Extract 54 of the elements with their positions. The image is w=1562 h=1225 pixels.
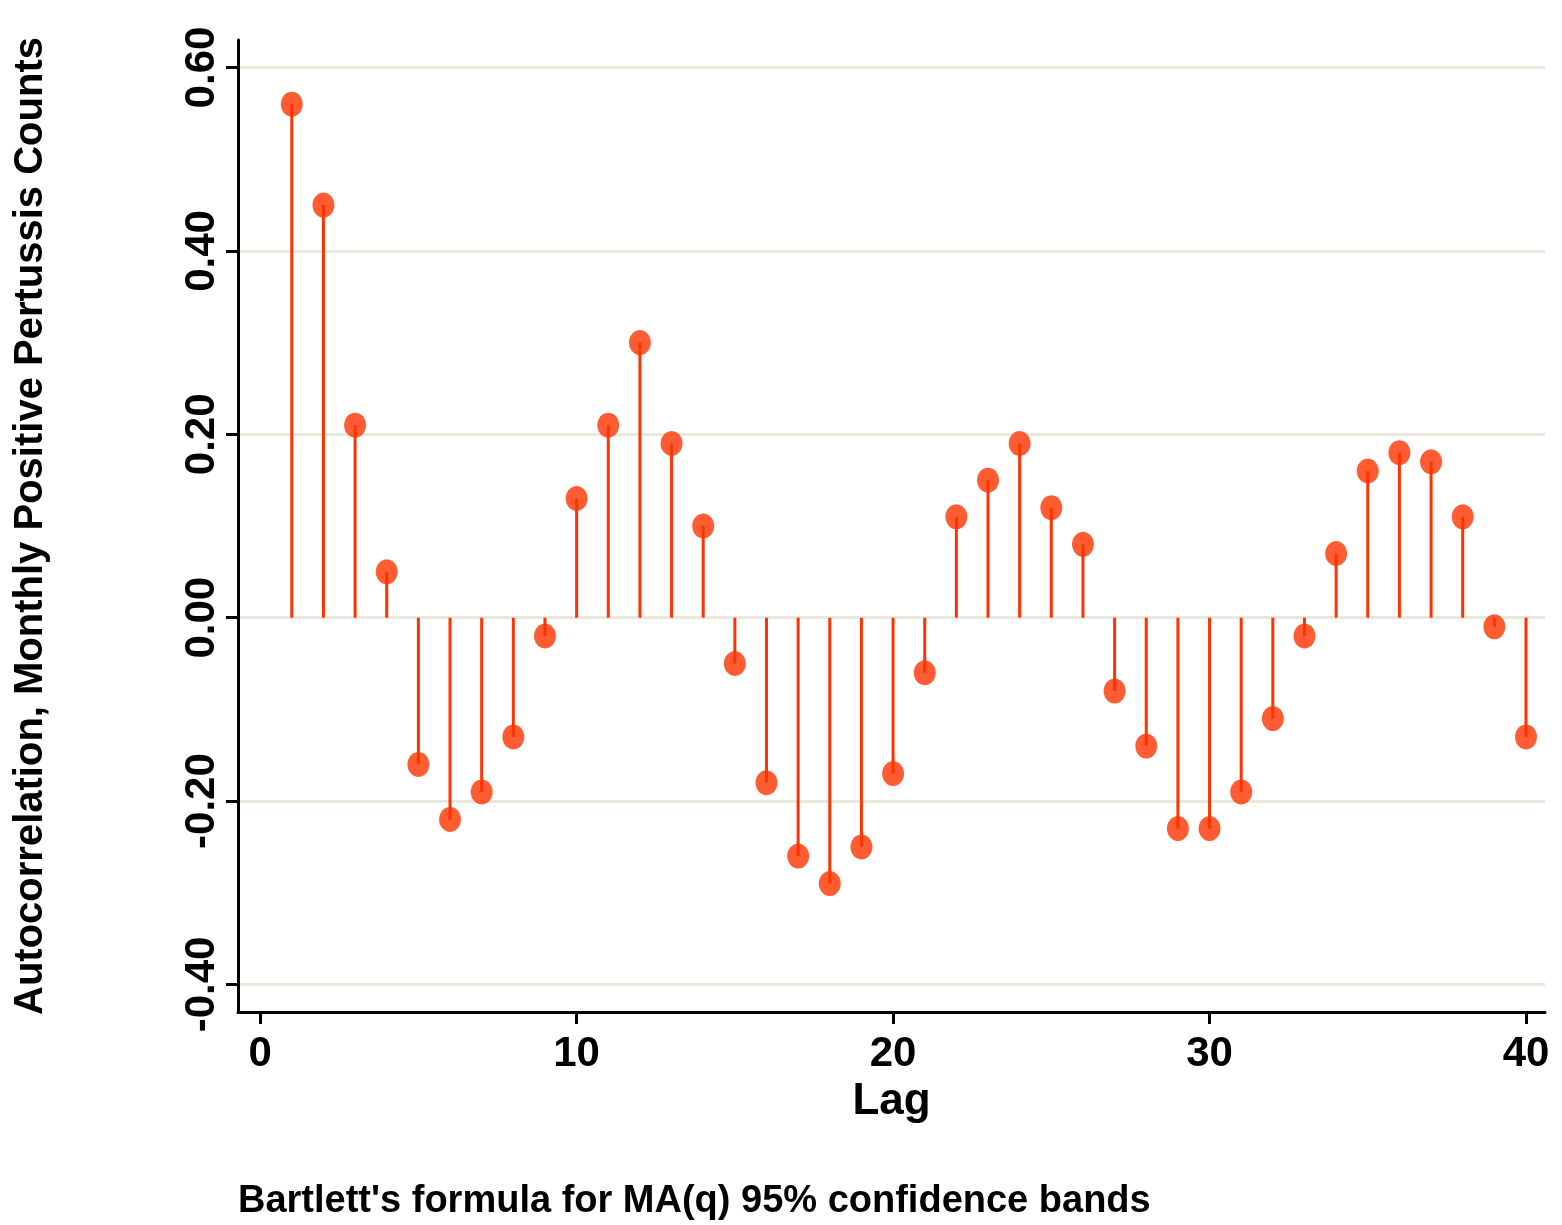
point <box>312 192 335 218</box>
point <box>280 91 303 117</box>
point <box>375 559 398 585</box>
point <box>818 871 841 897</box>
y-tick-label: -0.40 <box>175 936 223 1033</box>
point <box>945 504 968 530</box>
point <box>1451 504 1474 530</box>
point <box>913 660 936 686</box>
point <box>407 751 430 777</box>
point <box>1071 531 1094 557</box>
point <box>1103 678 1126 704</box>
point <box>1293 623 1316 649</box>
x-tick-label: 0 <box>248 1027 272 1075</box>
point <box>1420 449 1443 475</box>
point <box>882 761 905 787</box>
point <box>692 513 715 539</box>
point <box>850 834 873 860</box>
y-tick-label: 0.40 <box>175 210 223 292</box>
point <box>502 724 525 750</box>
point <box>723 651 746 677</box>
x-tick-label: 10 <box>553 1027 600 1075</box>
point <box>470 779 493 805</box>
point <box>755 770 778 796</box>
point <box>1483 614 1506 640</box>
x-tick-label: 30 <box>1186 1027 1233 1075</box>
point <box>1388 440 1411 466</box>
point <box>1040 495 1063 521</box>
text: Bartlett's formula for MA(q) 95% confidence bands <box>238 1178 1151 1220</box>
point <box>1261 706 1284 732</box>
point <box>977 467 1000 493</box>
y-tick-label: 0.00 <box>175 576 223 659</box>
point <box>787 843 810 869</box>
point <box>1198 816 1221 842</box>
point <box>439 806 462 832</box>
point <box>1166 816 1189 842</box>
point <box>1515 724 1538 750</box>
x-tick-label: 20 <box>869 1027 917 1075</box>
y-tick-label: 0.20 <box>175 393 223 476</box>
point <box>1356 458 1379 484</box>
point <box>1325 541 1348 566</box>
y-axis-title: Autocorrelation, Monthly Positive Pertussis Counts <box>6 37 50 1015</box>
y-tick-label: 0.60 <box>175 26 223 109</box>
point <box>628 330 651 356</box>
point <box>597 412 620 438</box>
point <box>533 623 556 649</box>
point <box>1230 779 1253 805</box>
point <box>660 430 683 456</box>
point <box>1135 733 1158 759</box>
y-tick-label: -0.20 <box>175 753 223 849</box>
x-axis-title: Lag <box>852 1074 931 1124</box>
point <box>344 412 367 438</box>
point <box>565 486 588 511</box>
point <box>1008 430 1031 456</box>
x-tick-label: 40 <box>1502 1027 1550 1075</box>
